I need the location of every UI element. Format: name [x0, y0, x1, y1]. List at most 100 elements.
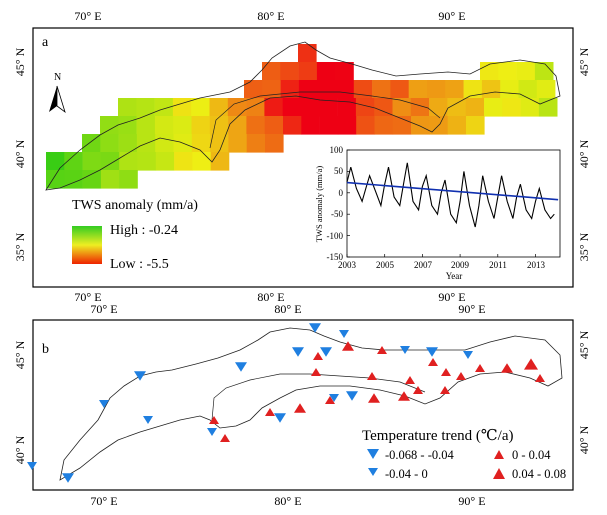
station-marker-warming	[377, 346, 387, 354]
raster-cell	[301, 98, 320, 117]
b-right-tick: 40° N	[577, 425, 591, 454]
raster-cell	[119, 170, 138, 189]
panel-b: b 70° E 80° E 90° E 70° E 80° E 90° E 45…	[13, 302, 591, 508]
region-boundary-outline-b	[59, 327, 563, 481]
tws-series-line	[346, 162, 555, 228]
inset-x-tick: 2009	[451, 260, 470, 270]
raster-cell	[283, 116, 302, 135]
a-right-tick: 35° N	[577, 232, 591, 261]
raster-cell	[516, 62, 536, 81]
raster-cell	[228, 116, 247, 135]
station-marker-cooling	[400, 346, 410, 354]
panel-b-axis-ticks: 70° E 80° E 90° E 70° E 80° E 90° E 45° …	[13, 302, 591, 508]
b-bottom-tick: 80° E	[274, 494, 301, 508]
inset-y-axis-label: TWS anomaly (mm/a)	[314, 166, 324, 243]
panel-b-frame	[32, 319, 574, 491]
raster-cell	[64, 170, 83, 189]
station-marker-cooling	[339, 330, 349, 338]
station-marker-cooling	[274, 413, 286, 423]
station-marker-cooling	[143, 416, 153, 424]
temp-legend-item: -0.04 - 0	[385, 467, 428, 481]
station-marker-warming	[294, 403, 306, 413]
region-boundary-outline-a	[45, 41, 561, 191]
raster-cell	[191, 134, 211, 153]
raster-cell	[174, 152, 193, 171]
north-arrow-label: N	[54, 72, 61, 83]
raster-cell	[137, 152, 157, 171]
inset-y-tick-labels: 100 50 0 -50 -100 -150	[327, 145, 344, 262]
station-marker-warming	[405, 376, 415, 384]
raster-cell	[316, 62, 336, 81]
raster-cell	[210, 152, 230, 171]
raster-cell	[118, 116, 137, 135]
raster-cell	[356, 116, 375, 135]
b-bottom-tick: 90° E	[458, 494, 485, 508]
station-marker-cooling	[99, 400, 109, 408]
temp-legend-item: -0.068 - -0.04	[385, 448, 454, 462]
raster-cell	[337, 98, 357, 117]
raster-cell	[319, 116, 339, 135]
raster-cell	[372, 80, 391, 99]
a-top-tick: 80° E	[257, 9, 284, 23]
raster-cell	[447, 116, 467, 135]
a-right-tick: 40° N	[577, 139, 591, 168]
station-marker-warming	[524, 358, 538, 370]
a-right-tick: 45° N	[577, 47, 591, 76]
inset-y-tick: 0	[339, 188, 344, 198]
raster-cell	[172, 98, 192, 117]
b-left-tick: 45° N	[13, 340, 27, 369]
station-marker-cooling	[346, 391, 358, 401]
raster-cell	[246, 98, 265, 117]
station-marker-warming	[413, 386, 423, 394]
raster-cell	[534, 62, 554, 81]
raster-cell	[191, 98, 210, 117]
a-bottom-tick: 70° E	[74, 290, 101, 304]
station-marker-warming	[440, 386, 450, 394]
station-marker-cooling	[134, 371, 146, 381]
raster-cell	[319, 98, 338, 117]
inset-y-tick: -100	[327, 231, 344, 241]
raster-cell	[280, 80, 300, 99]
b-top-tick: 70° E	[90, 302, 117, 316]
station-marker-warming	[220, 434, 230, 442]
raster-cell	[465, 98, 485, 117]
raster-cell	[228, 134, 247, 153]
raster-cell	[118, 98, 137, 117]
raster-cell	[447, 98, 466, 117]
temp-legend-item: 0.04 - 0.08	[512, 467, 566, 481]
tws-trend-line	[346, 181, 559, 201]
raster-cell	[427, 80, 446, 99]
b-bottom-tick: 70° E	[90, 494, 117, 508]
b-left-tick: 40° N	[13, 435, 27, 464]
inset-y-tick: -50	[331, 209, 343, 219]
raster-cell	[466, 116, 485, 135]
panel-b-label: b	[42, 342, 49, 357]
raster-cell	[82, 170, 102, 189]
inset-x-tick: 2011	[489, 260, 507, 270]
panel-a-label: a	[42, 35, 49, 50]
raster-cell	[265, 134, 284, 153]
raster-cell	[209, 98, 229, 117]
raster-cell	[353, 80, 373, 99]
station-marker-warming	[313, 352, 323, 360]
north-arrow: N	[49, 72, 66, 114]
raster-cell	[192, 152, 211, 171]
raster-cell	[280, 62, 299, 81]
raster-cell	[244, 80, 263, 99]
raster-cell	[210, 134, 229, 153]
panel-a-axis-ticks: 70° E 80° E 90° E 70° E 80° E 90° E 45° …	[13, 9, 591, 304]
station-marker-warming	[342, 341, 354, 351]
raster-cell	[317, 80, 336, 99]
station-marker-warming	[456, 372, 466, 380]
inset-x-tick: 2007	[414, 260, 433, 270]
raster-cell	[335, 62, 354, 81]
raster-cell	[518, 80, 538, 99]
raster-cell	[246, 116, 265, 135]
b-top-tick: 90° E	[458, 302, 485, 316]
raster-cell	[46, 152, 65, 171]
legend-symbol-pos-large	[493, 468, 505, 479]
raster-cell	[100, 134, 119, 153]
tws-color-ramp	[72, 226, 102, 264]
tws-inset-chart: 100 50 0 -50 -100 -150 2003 2005 2007 20…	[312, 140, 568, 284]
